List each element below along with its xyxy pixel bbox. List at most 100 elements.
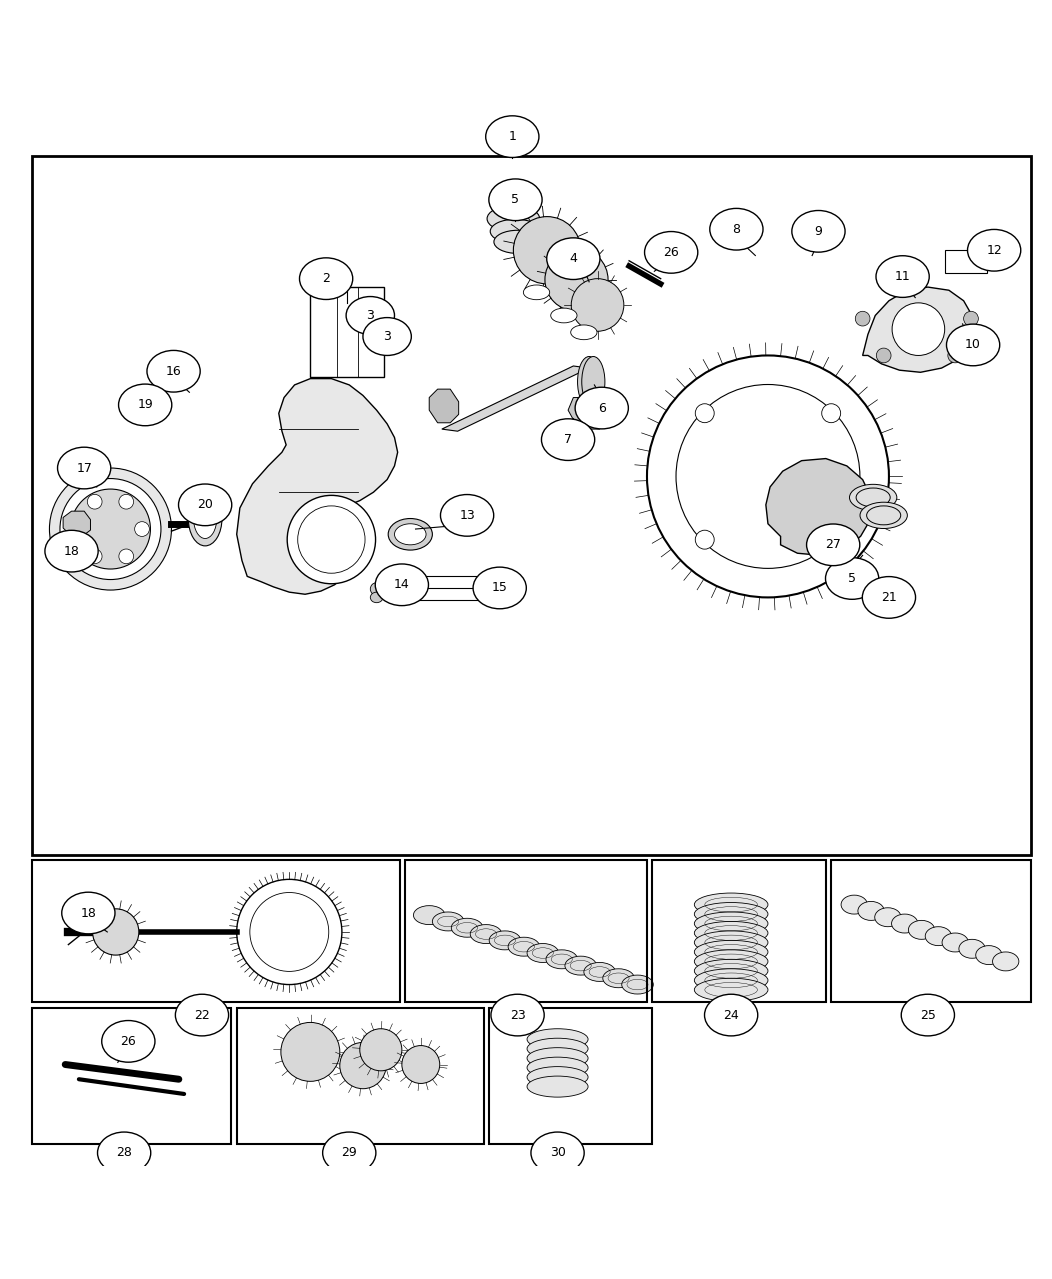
Ellipse shape	[622, 975, 653, 994]
Circle shape	[676, 385, 859, 568]
Ellipse shape	[705, 994, 757, 1036]
Ellipse shape	[527, 1076, 588, 1097]
Circle shape	[281, 1022, 340, 1081]
Circle shape	[135, 522, 149, 536]
Ellipse shape	[582, 357, 605, 407]
Ellipse shape	[441, 495, 493, 536]
Text: 14: 14	[394, 578, 409, 591]
Ellipse shape	[861, 503, 907, 528]
Text: 29: 29	[342, 1146, 357, 1159]
Ellipse shape	[959, 939, 985, 958]
Circle shape	[72, 522, 86, 536]
Text: 13: 13	[460, 509, 474, 522]
Ellipse shape	[909, 921, 935, 939]
Ellipse shape	[524, 285, 549, 299]
Ellipse shape	[856, 489, 890, 506]
Ellipse shape	[194, 499, 217, 538]
Bar	[489, 1008, 652, 1145]
Ellipse shape	[867, 506, 901, 524]
Ellipse shape	[489, 931, 521, 950]
Ellipse shape	[45, 531, 98, 572]
Text: 27: 27	[825, 538, 842, 551]
Text: 5: 5	[511, 193, 520, 206]
Ellipse shape	[694, 903, 768, 926]
Ellipse shape	[102, 1021, 155, 1062]
Ellipse shape	[943, 932, 968, 952]
Circle shape	[855, 311, 870, 326]
Circle shape	[60, 478, 161, 579]
Ellipse shape	[694, 931, 768, 954]
Ellipse shape	[489, 179, 542, 220]
Ellipse shape	[892, 914, 917, 932]
Circle shape	[876, 348, 891, 363]
Circle shape	[892, 303, 945, 356]
Ellipse shape	[527, 944, 559, 963]
Text: 25: 25	[919, 1009, 936, 1022]
Circle shape	[513, 216, 581, 284]
Ellipse shape	[694, 912, 768, 935]
Circle shape	[571, 279, 624, 331]
Ellipse shape	[451, 918, 483, 938]
Ellipse shape	[976, 945, 1003, 964]
Ellipse shape	[432, 912, 464, 931]
Text: 18: 18	[63, 545, 80, 558]
Ellipse shape	[487, 206, 540, 231]
Ellipse shape	[993, 952, 1018, 971]
Text: 5: 5	[848, 572, 856, 585]
Ellipse shape	[792, 211, 845, 252]
Ellipse shape	[875, 908, 901, 927]
Ellipse shape	[863, 577, 915, 618]
Ellipse shape	[850, 485, 896, 510]
Circle shape	[695, 531, 714, 549]
Ellipse shape	[546, 950, 578, 968]
Ellipse shape	[876, 256, 929, 298]
Text: 7: 7	[564, 434, 572, 446]
Text: 10: 10	[965, 339, 982, 352]
Bar	[412, 577, 484, 600]
Polygon shape	[568, 398, 610, 428]
Text: 17: 17	[76, 462, 93, 475]
Text: 23: 23	[510, 1009, 525, 1022]
Ellipse shape	[98, 1132, 150, 1174]
Polygon shape	[766, 459, 871, 555]
Text: 8: 8	[732, 223, 741, 235]
Ellipse shape	[490, 219, 541, 243]
Ellipse shape	[694, 959, 768, 982]
Ellipse shape	[570, 325, 598, 340]
Ellipse shape	[188, 491, 222, 546]
Ellipse shape	[575, 388, 628, 428]
Text: 12: 12	[987, 244, 1002, 257]
Text: 26: 26	[664, 246, 679, 258]
Ellipse shape	[493, 230, 541, 253]
Ellipse shape	[926, 927, 951, 945]
Polygon shape	[237, 379, 398, 595]
Ellipse shape	[542, 418, 594, 460]
Ellipse shape	[370, 583, 383, 595]
Ellipse shape	[527, 1058, 588, 1078]
Ellipse shape	[694, 978, 768, 1001]
Bar	[405, 861, 647, 1003]
Text: 4: 4	[569, 252, 578, 265]
Ellipse shape	[179, 483, 231, 526]
Ellipse shape	[547, 238, 600, 280]
Circle shape	[287, 495, 376, 583]
Polygon shape	[429, 389, 459, 423]
Ellipse shape	[413, 906, 445, 925]
Ellipse shape	[842, 895, 867, 914]
Text: 15: 15	[491, 582, 508, 595]
Ellipse shape	[147, 350, 200, 393]
Text: 28: 28	[116, 1146, 133, 1159]
Ellipse shape	[694, 940, 768, 963]
Text: 30: 30	[549, 1146, 566, 1159]
Text: 3: 3	[383, 330, 391, 343]
Ellipse shape	[694, 968, 768, 993]
Ellipse shape	[584, 963, 615, 981]
Text: 24: 24	[724, 1009, 739, 1022]
Ellipse shape	[486, 116, 539, 157]
Ellipse shape	[300, 258, 352, 299]
Polygon shape	[442, 366, 589, 431]
Circle shape	[119, 549, 134, 564]
Text: 18: 18	[80, 907, 97, 920]
Ellipse shape	[527, 1028, 588, 1050]
Text: 19: 19	[138, 398, 153, 412]
